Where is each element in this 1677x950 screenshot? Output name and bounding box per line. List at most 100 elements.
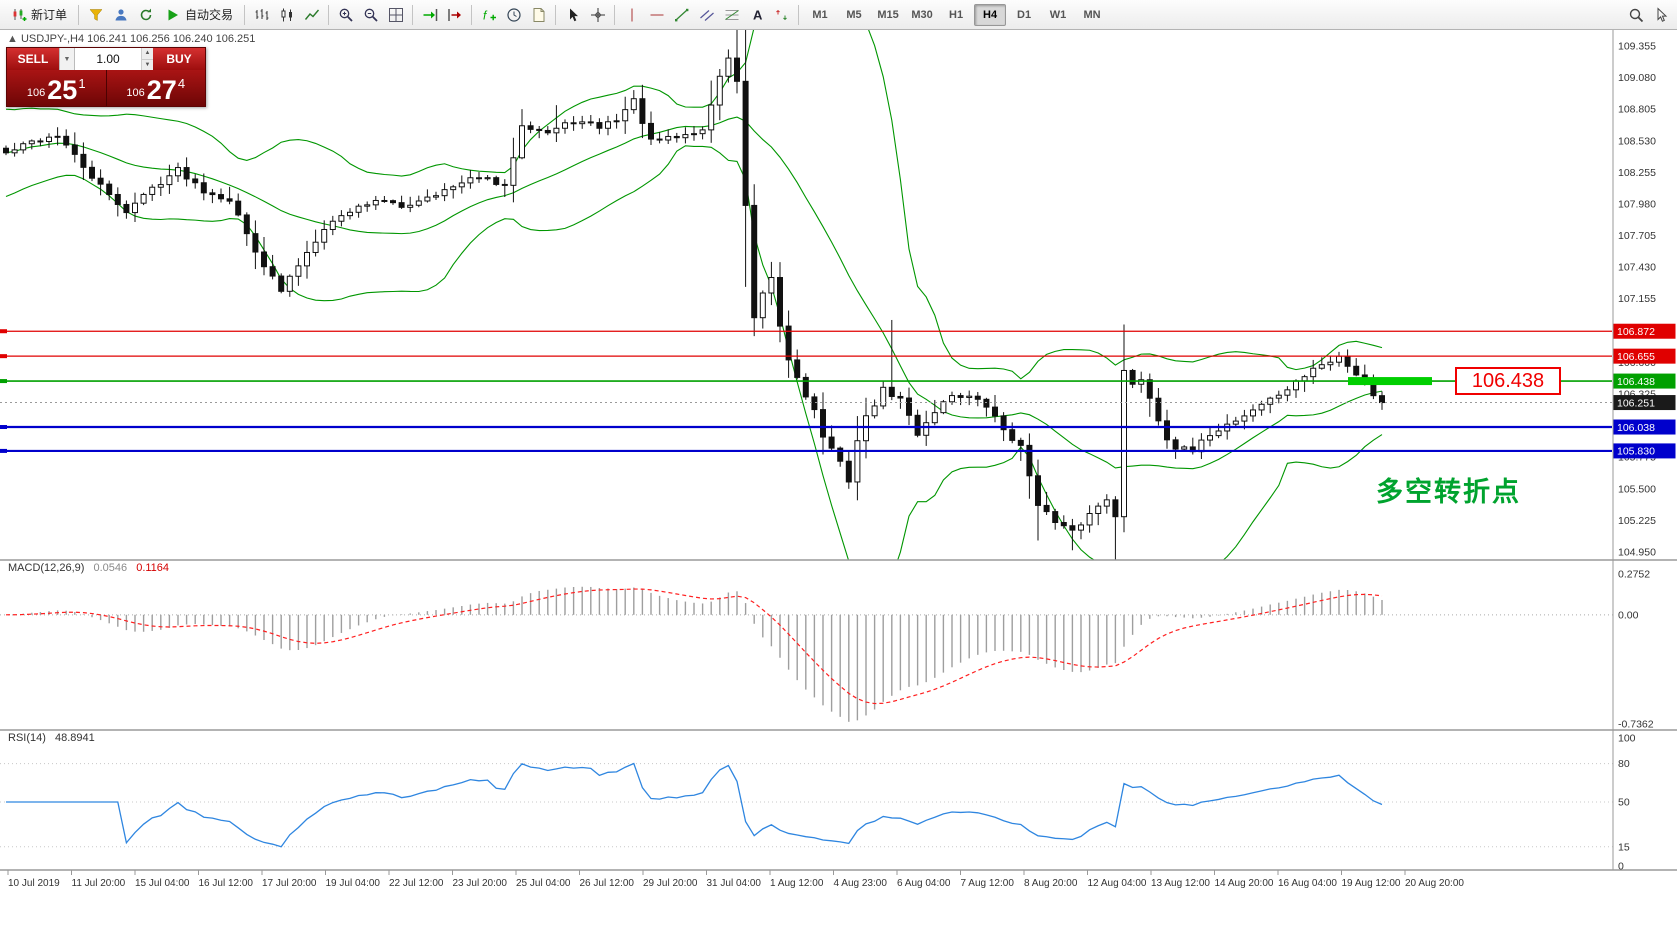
fibonacci-icon — [724, 7, 740, 23]
line-handle[interactable] — [0, 379, 7, 384]
line-handle[interactable] — [0, 448, 7, 453]
timeframe-h4[interactable]: H4 — [974, 3, 1007, 26]
svg-text:29 Jul 20:00: 29 Jul 20:00 — [643, 878, 698, 889]
timeframe-d1[interactable]: D1 — [1017, 8, 1032, 21]
crosshair-icon[interactable] — [585, 3, 610, 27]
svg-text:106.438: 106.438 — [1617, 376, 1655, 388]
fibonacci-icon[interactable] — [719, 3, 744, 27]
bar-chart-icon — [254, 7, 270, 23]
periods-icon[interactable] — [501, 3, 526, 27]
indicators-icon[interactable] — [476, 3, 501, 27]
periods-icon — [506, 7, 522, 23]
svg-text:15 Jul 04:00: 15 Jul 04:00 — [135, 878, 190, 889]
main-pane[interactable] — [0, 30, 1612, 592]
line-chart-icon[interactable] — [299, 3, 324, 27]
arrows-icon — [774, 7, 790, 23]
chart-canvas[interactable]: 109.355 109.080 108.805 108.530 108.255 107.9… — [0, 30, 1677, 950]
svg-text:105.225: 105.225 — [1618, 515, 1656, 527]
templates-icon[interactable] — [526, 3, 551, 27]
price-level-label[interactable]: 106.438 — [1455, 367, 1561, 395]
rsi-line — [6, 762, 1383, 848]
collapse-arrow-icon[interactable]: ▲ — [7, 33, 18, 45]
timeframe-m5[interactable]: M5 — [846, 8, 862, 21]
volume-down-icon[interactable]: ▼ — [142, 59, 153, 70]
timeframe-h1[interactable]: H1 — [949, 8, 964, 21]
cursor-icon — [565, 7, 581, 23]
new-order-button[interactable]: 新订单 — [4, 3, 74, 27]
price-axis[interactable]: 109.355 109.080 108.805 108.530 108.255 107.9… — [1613, 41, 1676, 873]
zoom-out-icon — [363, 7, 379, 23]
svg-text:107.155: 107.155 — [1618, 293, 1656, 305]
chart-annotation-text[interactable]: 多空转折点 — [1376, 477, 1521, 507]
toolbar: 新订单 自动交易 M1 M5 M15 M30 H1 H4 D1 W1 MN — [0, 0, 1677, 30]
svg-text:100: 100 — [1618, 733, 1636, 745]
macd-label-row: MACD(12,26,9) 0.0546 0.1164 — [8, 562, 169, 574]
rsi-pane[interactable] — [0, 762, 1613, 848]
volume-dropdown-icon[interactable]: ▼ — [59, 48, 75, 70]
volume-input[interactable] — [75, 48, 141, 70]
profile-icon[interactable] — [108, 3, 133, 27]
candles — [3, 30, 1385, 560]
trendline-icon[interactable] — [669, 3, 694, 27]
zoom-in-icon[interactable] — [333, 3, 358, 27]
tile-windows-icon[interactable] — [383, 3, 408, 27]
sell-button[interactable]: SELL — [7, 48, 59, 70]
svg-text:12 Aug 04:00: 12 Aug 04:00 — [1088, 878, 1147, 889]
time-axis[interactable]: 10 Jul 2019 11 Jul 20:00 15 Jul 04:00 16 Ju… — [7, 870, 1464, 889]
bollinger-band-line — [5, 30, 1383, 380]
volume-up-icon[interactable]: ▲ — [142, 48, 153, 60]
line-handle[interactable] — [0, 425, 7, 430]
vertical-line-icon[interactable] — [619, 3, 644, 27]
candlestick-chart-icon[interactable] — [274, 3, 299, 27]
svg-text:19 Aug 12:00: 19 Aug 12:00 — [1342, 878, 1401, 889]
new-order-button-label: 新订单 — [31, 8, 68, 22]
svg-text:19 Jul 04:00: 19 Jul 04:00 — [326, 878, 381, 889]
svg-text:109.355: 109.355 — [1618, 41, 1656, 53]
svg-text:14 Aug 20:00: 14 Aug 20:00 — [1215, 878, 1274, 889]
svg-text:106.655: 106.655 — [1617, 351, 1655, 363]
pointer-icon[interactable] — [1648, 3, 1673, 27]
autotrading-button-icon — [165, 7, 181, 23]
sell-price[interactable]: 106 25 1 — [7, 70, 107, 106]
svg-text:22 Jul 12:00: 22 Jul 12:00 — [389, 878, 444, 889]
timeframe-w1[interactable]: W1 — [1049, 8, 1067, 21]
new-order-button-icon — [11, 7, 27, 23]
funnel-icon[interactable] — [83, 3, 108, 27]
svg-text:106.038: 106.038 — [1617, 422, 1655, 434]
timeframe-m30[interactable]: M30 — [911, 8, 933, 21]
auto-scroll-icon[interactable] — [417, 3, 442, 27]
timeframe-m15[interactable]: M15 — [877, 8, 899, 21]
svg-text:107.705: 107.705 — [1618, 230, 1656, 242]
symbol-ohlc-text: USDJPY-,H4 106.241 106.256 106.240 106.2… — [20, 33, 256, 45]
bar-chart-icon[interactable] — [249, 3, 274, 27]
horizontal-line-icon[interactable] — [644, 3, 669, 27]
macd-pane[interactable] — [0, 586, 1613, 722]
symbol-ohlc-line: ▲ USDJPY-,H4 106.241 106.256 106.240 106… — [7, 33, 255, 45]
buy-button[interactable]: BUY — [153, 48, 205, 70]
buy-price[interactable]: 106 27 4 — [107, 70, 206, 106]
sell-price-sup: 1 — [78, 76, 86, 91]
svg-text:1 Aug 12:00: 1 Aug 12:00 — [770, 878, 824, 889]
cursor-icon[interactable] — [560, 3, 585, 27]
chart-window: 109.355 109.080 108.805 108.530 108.255 107.9… — [0, 30, 1677, 950]
svg-text:-0.7362: -0.7362 — [1618, 719, 1654, 731]
timeframe-mn[interactable]: MN — [1083, 8, 1101, 21]
channel-icon[interactable] — [694, 3, 719, 27]
chart-shift-icon[interactable] — [442, 3, 467, 27]
svg-text:10 Jul 2019: 10 Jul 2019 — [8, 878, 60, 889]
svg-text:108.805: 108.805 — [1618, 104, 1656, 116]
line-handle[interactable] — [0, 329, 7, 334]
search-icon[interactable] — [1623, 3, 1648, 27]
svg-text:0.00: 0.00 — [1618, 609, 1639, 621]
svg-text:11 Jul 20:00: 11 Jul 20:00 — [72, 878, 126, 889]
rsi-label-row: RSI(14) 48.8941 — [8, 732, 95, 744]
highlight-segment[interactable] — [1348, 377, 1432, 386]
autotrading-button[interactable]: 自动交易 — [158, 3, 240, 27]
zoom-out-icon[interactable] — [358, 3, 383, 27]
buy-price-sup: 4 — [177, 76, 186, 91]
arrows-icon[interactable] — [769, 3, 794, 27]
text-icon[interactable] — [744, 3, 769, 27]
timeframe-m1[interactable]: M1 — [812, 8, 828, 21]
refresh-icon[interactable] — [133, 3, 158, 27]
line-handle[interactable] — [0, 354, 7, 359]
